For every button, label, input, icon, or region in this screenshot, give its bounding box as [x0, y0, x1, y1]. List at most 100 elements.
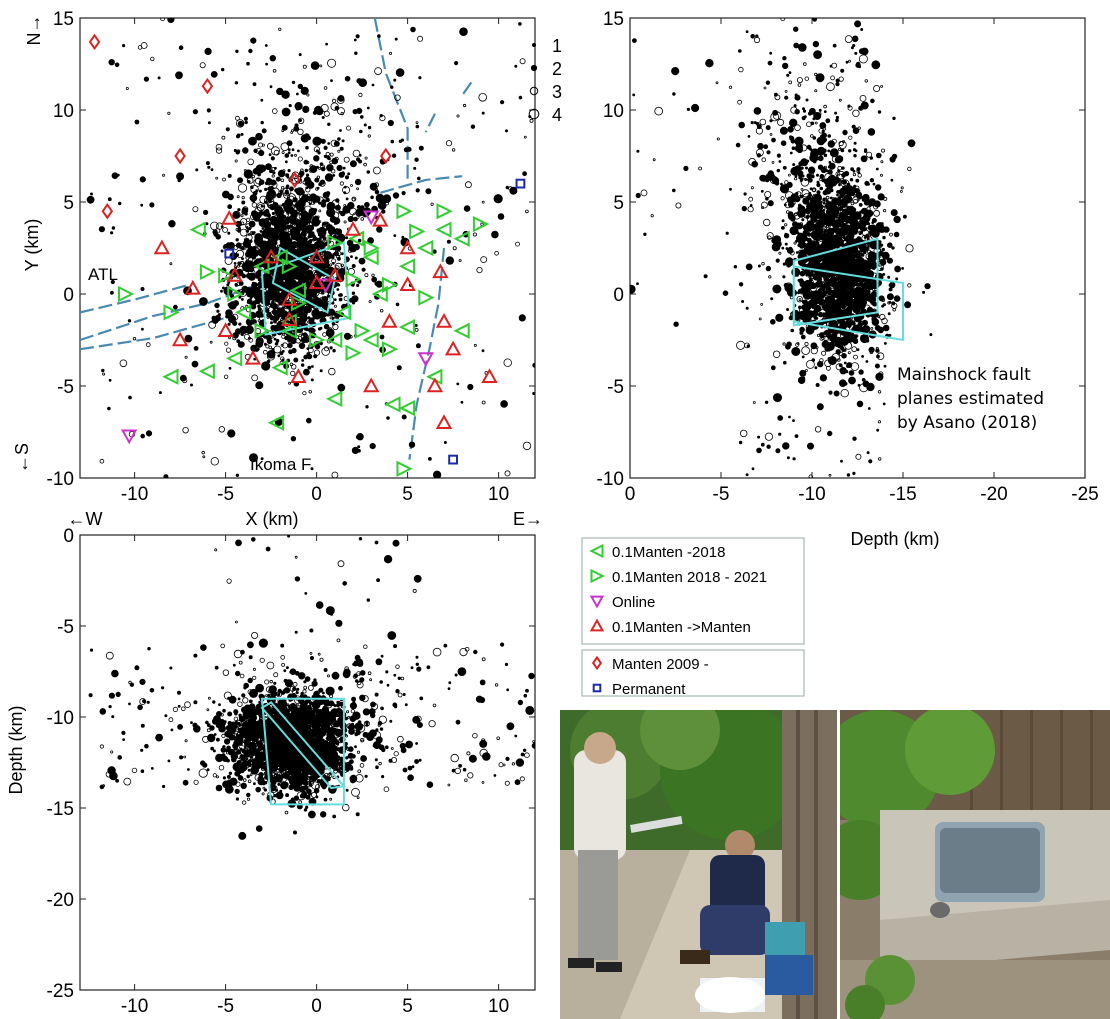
event-point	[840, 262, 846, 268]
event-point	[313, 349, 321, 356]
event-point	[862, 325, 871, 334]
event-point	[849, 229, 853, 233]
event-point	[844, 35, 853, 43]
event-point	[211, 316, 219, 324]
event-point	[248, 220, 256, 228]
event-point	[350, 255, 353, 259]
event-point	[857, 171, 861, 175]
magnitude-label: 2	[552, 59, 562, 79]
event-point	[267, 275, 271, 279]
event-point	[287, 195, 295, 203]
event-point	[238, 831, 247, 840]
event-point	[250, 185, 259, 194]
event-point	[839, 336, 850, 346]
event-point	[814, 366, 818, 370]
event-point	[806, 295, 810, 299]
event-point	[285, 279, 289, 283]
station-manten-minus-2018	[453, 322, 470, 339]
event-point	[849, 233, 854, 238]
event-point	[279, 192, 283, 196]
event-point	[306, 353, 313, 360]
event-point	[102, 372, 106, 376]
event-point	[839, 235, 843, 239]
event-point	[888, 283, 892, 287]
event-point	[766, 232, 774, 240]
event-point	[864, 260, 867, 264]
event-point	[320, 290, 325, 295]
event-point	[316, 196, 324, 204]
event-point	[832, 43, 837, 48]
event-point	[865, 360, 869, 363]
event-point	[266, 349, 276, 359]
event-point	[828, 297, 832, 301]
event-point	[782, 442, 790, 450]
event-point	[215, 775, 219, 779]
event-point	[261, 128, 267, 134]
event-point	[741, 299, 745, 303]
event-point	[848, 59, 851, 63]
event-point	[810, 285, 814, 289]
event-point	[284, 153, 290, 158]
event-point	[781, 246, 785, 250]
event-point	[860, 334, 870, 344]
event-point	[813, 112, 822, 121]
event-point	[301, 267, 307, 273]
event-point	[233, 265, 237, 269]
event-point	[864, 222, 869, 226]
event-point	[794, 93, 798, 97]
event-point	[871, 60, 881, 70]
event-point	[837, 189, 843, 195]
event-point	[294, 153, 297, 157]
event-point	[240, 132, 244, 136]
event-point	[852, 173, 857, 177]
event-point	[374, 187, 379, 192]
station-manten-minus-2018	[362, 331, 379, 349]
event-point	[298, 170, 305, 177]
event-point	[260, 120, 264, 125]
event-point	[261, 143, 265, 147]
event-point	[302, 105, 310, 114]
event-point	[848, 370, 855, 376]
event-point	[796, 296, 803, 303]
event-point	[831, 256, 835, 260]
event-point	[834, 111, 838, 115]
event-point	[849, 256, 856, 263]
event-point	[715, 81, 719, 85]
event-point	[673, 321, 679, 327]
event-point	[817, 279, 821, 283]
event-point	[840, 148, 845, 153]
event-point	[856, 236, 862, 242]
event-point	[277, 354, 281, 358]
event-point	[335, 251, 340, 256]
event-point	[781, 219, 785, 223]
station-online	[417, 352, 434, 367]
event-point	[852, 187, 857, 192]
event-point	[347, 215, 354, 223]
event-point	[518, 22, 522, 26]
event-point	[765, 196, 769, 201]
event-point	[284, 284, 288, 288]
event-point	[238, 281, 244, 286]
event-point	[459, 27, 468, 37]
event-point	[241, 207, 249, 214]
event-point	[313, 146, 320, 153]
event-point	[278, 224, 285, 231]
event-point	[456, 114, 460, 118]
magnitude-symbol	[529, 86, 539, 96]
event-point	[276, 308, 284, 316]
event-point	[825, 201, 834, 210]
event-point	[703, 274, 708, 279]
event-point	[167, 18, 175, 23]
y-tick-label: 5	[613, 193, 624, 214]
event-point	[214, 302, 220, 309]
event-point	[331, 316, 335, 320]
event-point	[274, 205, 284, 215]
event-point	[247, 158, 255, 166]
event-point	[342, 166, 346, 170]
event-point	[281, 358, 285, 362]
event-point	[259, 311, 263, 315]
event-point	[199, 62, 206, 69]
event-point	[319, 341, 323, 346]
event-point	[353, 38, 357, 42]
event-point	[753, 107, 762, 115]
